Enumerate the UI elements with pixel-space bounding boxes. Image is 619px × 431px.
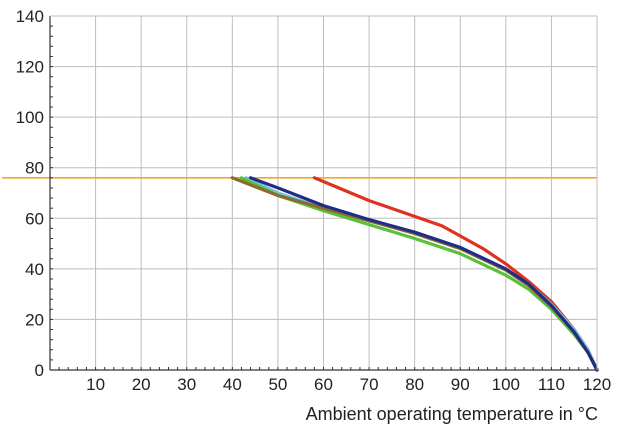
series-line-5 xyxy=(251,178,597,370)
x-tick-label: 120 xyxy=(583,375,611,394)
y-tick-label: 60 xyxy=(25,209,44,228)
y-tick-label: 0 xyxy=(35,361,44,380)
series-line-2 xyxy=(246,178,597,370)
x-tick-label: 100 xyxy=(492,375,520,394)
x-tick-label: 80 xyxy=(405,375,424,394)
x-tick-label: 60 xyxy=(314,375,333,394)
x-tick-label: 40 xyxy=(223,375,242,394)
x-tick-label: 20 xyxy=(132,375,151,394)
y-tick-label: 40 xyxy=(25,260,44,279)
x-tick-label: 70 xyxy=(360,375,379,394)
grid xyxy=(50,16,597,370)
y-tick-label: 140 xyxy=(16,7,44,26)
y-tick-label: 80 xyxy=(25,159,44,178)
series-line-1 xyxy=(314,178,597,370)
series-line-3 xyxy=(241,178,597,370)
x-tick-label: 30 xyxy=(177,375,196,394)
x-tick-label: 50 xyxy=(268,375,287,394)
y-tick-label: 120 xyxy=(16,58,44,77)
x-tick-label: 10 xyxy=(86,375,105,394)
x-axis-title: Ambient operating temperature in °C xyxy=(306,404,598,424)
y-tick-label: 20 xyxy=(25,310,44,329)
x-tick-label: 90 xyxy=(451,375,470,394)
x-tick-label: 110 xyxy=(538,375,565,394)
y-tick-label: 100 xyxy=(16,108,44,127)
